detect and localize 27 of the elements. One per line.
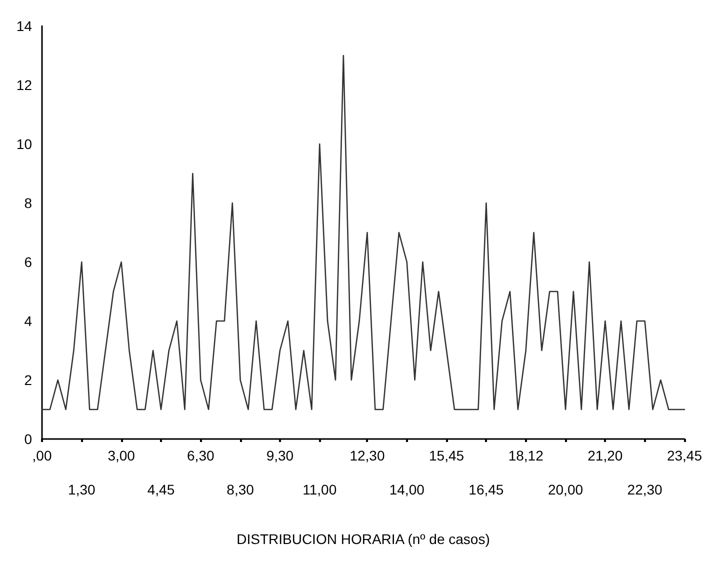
y-tick-label: 10 (16, 136, 32, 152)
x-tick-label: 21,20 (588, 448, 623, 464)
x-axis-title: DISTRIBUCION HORARIA (nº de casos) (236, 531, 490, 547)
y-tick-label: 12 (16, 77, 32, 93)
x-tick-label: 1,30 (68, 482, 96, 498)
x-tick-label: 14,00 (389, 482, 425, 498)
y-tick-label: 14 (16, 18, 32, 34)
x-tick-label: 8,30 (226, 482, 254, 498)
x-tick-label: 12,30 (350, 448, 385, 464)
line-series (41, 54, 686, 410)
y-tick-label: 4 (24, 313, 32, 329)
y-tick-label: 2 (24, 372, 32, 388)
x-tick-label: 15,45 (429, 448, 464, 464)
x-tick-label: 22,30 (627, 482, 663, 498)
x-tick-label: 18,12 (508, 448, 544, 464)
x-tick-label: 4,45 (147, 482, 175, 498)
x-tick-label: 3,00 (108, 448, 136, 464)
y-tick-label: 6 (24, 254, 32, 270)
y-tick-label: 0 (24, 431, 32, 447)
x-tick-label: 16,45 (468, 482, 504, 498)
x-tick-label: 11,00 (302, 482, 337, 498)
x-tick-label: 23,45 (666, 448, 702, 464)
x-tick-label: 6,30 (187, 448, 214, 464)
x-tick-label: ,00 (32, 448, 52, 464)
x-tick-label: 9,30 (266, 448, 294, 464)
y-tick-label: 8 (24, 195, 32, 211)
x-tick-label: 20,00 (548, 482, 584, 498)
